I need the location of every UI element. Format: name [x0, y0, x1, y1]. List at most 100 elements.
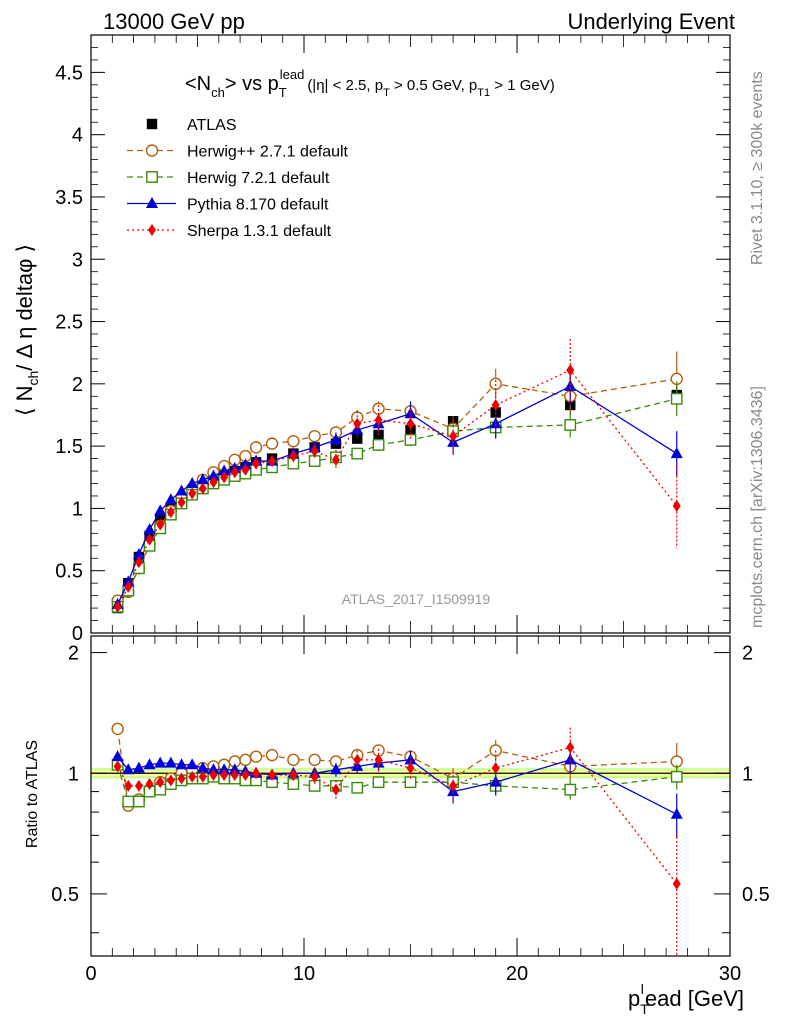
- data-point: [670, 447, 683, 459]
- data-point: [670, 770, 683, 783]
- data-point: [265, 437, 279, 450]
- data-point: [329, 763, 342, 775]
- energy-label: 13000 GeV pp: [103, 9, 245, 34]
- legend-marker: [145, 144, 159, 157]
- data-point: [310, 770, 319, 783]
- ratio-y-tick-label-right: 0.5: [742, 884, 770, 906]
- data-point: [252, 457, 261, 470]
- legend-label: Herwig 7.2.1 default: [187, 170, 330, 187]
- data-point: [220, 769, 229, 782]
- legend-marker: [148, 224, 156, 236]
- series-line-pythia-8-170-default: [117, 385, 678, 605]
- data-point: [331, 783, 340, 796]
- data-point: [134, 555, 143, 568]
- data-point: [491, 762, 500, 775]
- data-point: [489, 775, 502, 787]
- data-point: [124, 779, 133, 792]
- data-point: [308, 429, 321, 443]
- data-point: [239, 753, 252, 767]
- data-point: [249, 750, 263, 763]
- data-point: [353, 753, 362, 766]
- data-point: [404, 407, 417, 419]
- data-point: [166, 506, 175, 519]
- legend-label: Sherpa 1.3.1 default: [187, 223, 332, 240]
- main-series-group: [111, 338, 683, 614]
- y-tick-label: 2.5: [55, 312, 83, 334]
- data-point: [196, 761, 209, 773]
- data-point: [374, 413, 383, 426]
- data-point: [268, 769, 277, 782]
- data-point: [177, 496, 186, 509]
- legend-label: Herwig++ 2.7.1 default: [187, 144, 349, 161]
- data-point: [186, 758, 199, 770]
- data-point: [449, 779, 458, 792]
- data-point: [220, 471, 229, 484]
- y-tick-label: 4.5: [55, 62, 83, 84]
- data-point: [175, 758, 188, 770]
- data-point: [672, 877, 681, 890]
- ratio-frame: [90, 635, 731, 957]
- data-point: [404, 433, 417, 446]
- x-tick-label: 10: [293, 963, 315, 985]
- data-point: [196, 473, 209, 485]
- series-pythia-8-170-default: [111, 747, 683, 838]
- data-point: [564, 379, 577, 391]
- ratio-y-axis-label: Ratio to ATLAS: [24, 740, 41, 848]
- data-point: [352, 433, 363, 444]
- data-point: [310, 445, 319, 458]
- data-point: [207, 469, 220, 481]
- data-point: [124, 580, 133, 593]
- series-sherpa-1-3-1-default: [113, 338, 681, 613]
- data-point: [228, 763, 241, 775]
- data-point: [491, 399, 500, 412]
- x-axis-label: pTlead [GeV]: [628, 981, 744, 1017]
- legend-item-sherpa-1-3-1-default: Sherpa 1.3.1 default: [127, 223, 332, 240]
- data-point: [566, 364, 575, 377]
- legend-item-pythia-8-170-default: Pythia 8.170 default: [127, 197, 329, 214]
- data-point: [188, 487, 197, 500]
- series-herwig-2-7-1-default: [111, 722, 683, 812]
- x-tick-label: 0: [85, 963, 96, 985]
- x-tick-label: 30: [719, 963, 741, 985]
- data-point: [188, 770, 197, 783]
- data-point: [268, 455, 277, 468]
- data-point: [489, 377, 502, 391]
- data-point: [111, 750, 124, 762]
- legend-label: ATLAS: [187, 117, 237, 134]
- data-point: [198, 482, 207, 495]
- ratio-y-tick-label-right: 1: [742, 763, 753, 785]
- plot-title: <Nch> vs pTlead(|η| < 2.5, pT > 0.5 GeV,…: [185, 67, 555, 100]
- data-point: [289, 769, 298, 782]
- main-panel: 0 0.5 1 1.5 2 2.5 3 3.5 4 4.5 <Nch> vs pTlead(|η|…: [12, 34, 731, 645]
- y-tick-label: 4: [72, 125, 83, 147]
- ratio-panel: 0.5 0.5 1 1 2 2 0 10 20 30 Ratio to ATLAS pTlead…: [24, 635, 770, 1017]
- data-point: [287, 434, 300, 448]
- process-label: Underlying Event: [567, 9, 735, 34]
- data-point: [249, 441, 263, 454]
- data-point: [406, 762, 415, 775]
- main-x-ticks: [90, 35, 731, 633]
- data-point: [489, 417, 502, 429]
- data-point: [449, 430, 458, 443]
- ratio-y-tick-label: 1: [68, 763, 79, 785]
- data-point: [164, 756, 177, 768]
- data-point: [566, 741, 575, 754]
- data-point: [143, 523, 156, 535]
- legend-item-atlas: ATLAS: [146, 117, 237, 134]
- data-point: [143, 758, 156, 770]
- data-point: [230, 769, 239, 782]
- data-point: [372, 776, 385, 789]
- data-point: [331, 453, 340, 466]
- data-point: [218, 763, 231, 775]
- data-point: [353, 417, 362, 430]
- data-point: [374, 753, 383, 766]
- data-point: [145, 778, 154, 791]
- y-tick-label: 0: [72, 623, 83, 645]
- ratio-y-ticks: 0.5 0.5 1 1 2 2: [51, 643, 770, 934]
- data-point: [175, 484, 188, 496]
- legend-marker: [146, 118, 158, 130]
- data-point: [209, 476, 218, 489]
- data-point: [164, 493, 177, 505]
- data-point: [672, 499, 681, 512]
